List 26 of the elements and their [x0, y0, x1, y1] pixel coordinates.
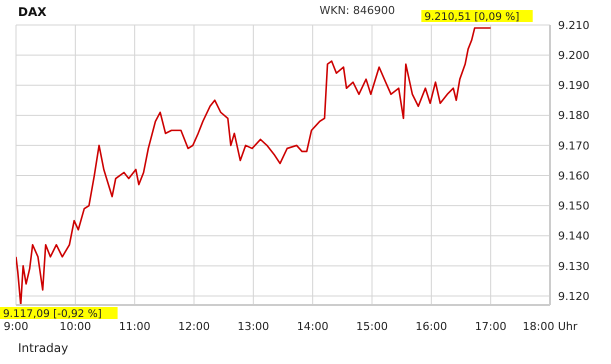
- y-tick-label: 9.180: [558, 109, 590, 122]
- y-tick-label: 9.190: [558, 79, 590, 92]
- text: Intraday: [18, 341, 68, 355]
- y-tick-label: 9.160: [558, 169, 590, 182]
- x-tick-label: 14:00: [296, 320, 329, 333]
- y-tick-label: 9.140: [558, 230, 590, 243]
- y-tick-label: 9.120: [558, 290, 590, 303]
- x-tick-label: 16:00: [415, 320, 448, 333]
- y-tick-label: 9.210: [558, 18, 590, 32]
- text: WKN: 846900: [319, 4, 395, 17]
- x-tick-label: 9:00: [4, 320, 28, 333]
- x-tick-label: 17:00: [474, 320, 507, 333]
- annotation: 9.210,51 [0,09 %]: [424, 11, 520, 24]
- y-tick-label: 9.200: [558, 49, 590, 62]
- x-tick-label: 13:00: [237, 320, 270, 333]
- line-series: [16, 27, 492, 305]
- x-tick-label: 10:00: [59, 320, 92, 333]
- x-tick-label: 15:00: [356, 320, 388, 333]
- annotation: 9.117,09 [-0,92 %]: [3, 308, 102, 320]
- x-tick-label: 12:00: [178, 320, 210, 333]
- x-tick-label: 11:00: [118, 320, 151, 333]
- y-tick-label: 9.130: [558, 260, 590, 273]
- chart-title: DAX: [18, 5, 48, 19]
- y-tick-label: 9.170: [558, 139, 590, 152]
- x-tick-label: 18:00 Uhr: [522, 320, 578, 333]
- y-tick-label: 9.150: [558, 200, 590, 213]
